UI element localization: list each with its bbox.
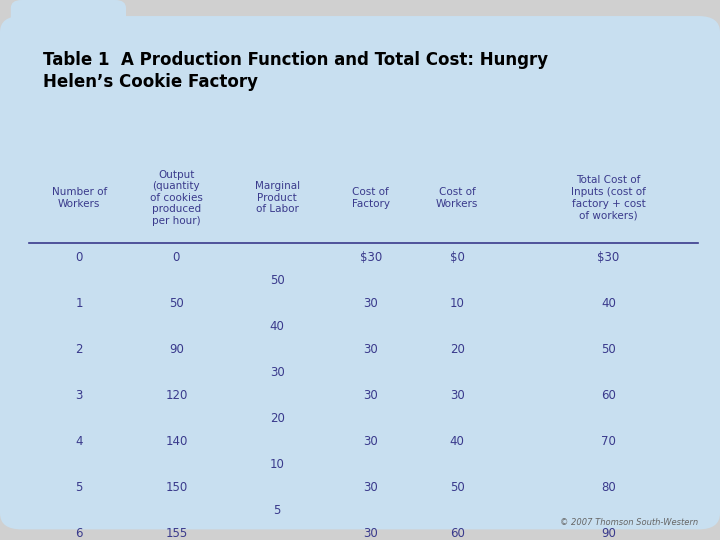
Text: Cost of
Factory: Cost of Factory [352, 187, 390, 208]
Text: 30: 30 [270, 366, 284, 379]
Text: 5: 5 [274, 504, 281, 517]
FancyBboxPatch shape [0, 16, 720, 529]
Text: Cost of
Workers: Cost of Workers [436, 187, 478, 208]
Text: 155: 155 [166, 526, 187, 539]
Text: $30: $30 [598, 251, 619, 264]
Text: 10: 10 [270, 458, 284, 471]
Text: Output
(quantity
of cookies
produced
per hour): Output (quantity of cookies produced per… [150, 170, 203, 226]
Text: 30: 30 [364, 296, 378, 310]
Text: 2: 2 [76, 343, 83, 356]
Text: 20: 20 [450, 343, 464, 356]
Text: 80: 80 [601, 481, 616, 494]
Text: Marginal
Product
of Labor: Marginal Product of Labor [255, 181, 300, 214]
Text: Number of
Workers: Number of Workers [52, 187, 107, 208]
Text: 40: 40 [450, 435, 464, 448]
Text: 140: 140 [165, 435, 188, 448]
Text: 90: 90 [169, 343, 184, 356]
Text: © 2007 Thomson South-Western: © 2007 Thomson South-Western [560, 518, 698, 526]
Text: 60: 60 [601, 389, 616, 402]
Text: 0: 0 [173, 251, 180, 264]
Text: 40: 40 [270, 320, 284, 333]
Text: Total Cost of
Inputs (cost of
factory + cost
of workers): Total Cost of Inputs (cost of factory + … [571, 176, 646, 220]
Text: 40: 40 [601, 296, 616, 310]
Text: 20: 20 [270, 411, 284, 424]
Text: 30: 30 [364, 481, 378, 494]
Text: 10: 10 [450, 296, 464, 310]
Text: 1: 1 [76, 296, 83, 310]
Text: 30: 30 [364, 343, 378, 356]
Text: $0: $0 [450, 251, 464, 264]
Text: 50: 50 [450, 481, 464, 494]
Text: 3: 3 [76, 389, 83, 402]
Text: 0: 0 [76, 251, 83, 264]
Text: $30: $30 [360, 251, 382, 264]
Text: 120: 120 [165, 389, 188, 402]
Text: 50: 50 [169, 296, 184, 310]
FancyBboxPatch shape [11, 0, 126, 53]
Text: 60: 60 [450, 526, 464, 539]
Text: 70: 70 [601, 435, 616, 448]
Text: Table 1  A Production Function and Total Cost: Hungry
Helen’s Cookie Factory: Table 1 A Production Function and Total … [43, 51, 549, 91]
Text: 30: 30 [364, 435, 378, 448]
Text: 50: 50 [601, 343, 616, 356]
Text: 90: 90 [601, 526, 616, 539]
Text: 30: 30 [450, 389, 464, 402]
Text: 6: 6 [76, 526, 83, 539]
Text: 30: 30 [364, 389, 378, 402]
Text: 5: 5 [76, 481, 83, 494]
Text: 50: 50 [270, 274, 284, 287]
Text: 150: 150 [166, 481, 187, 494]
Text: 30: 30 [364, 526, 378, 539]
Text: 4: 4 [76, 435, 83, 448]
